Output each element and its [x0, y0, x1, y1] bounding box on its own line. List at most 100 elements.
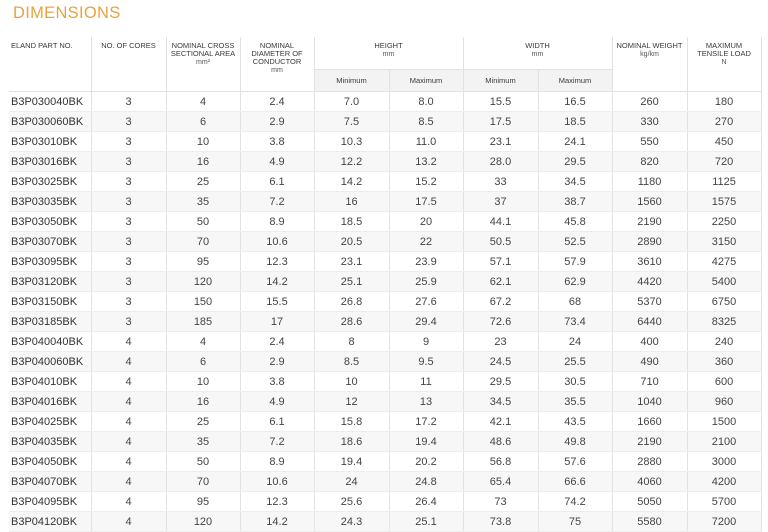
cell-width-min: 28.0 — [463, 151, 539, 172]
cell-weight: 1560 — [612, 191, 688, 212]
cell-width-max: 52.5 — [538, 231, 613, 252]
header-area: NOMINAL CROSS SECTIONAL AREA mm² — [166, 37, 241, 92]
cell-diameter: 6.1 — [240, 411, 315, 432]
cell-diameter: 15.5 — [240, 291, 315, 312]
cell-cores: 4 — [91, 431, 167, 452]
table-row: B3P04025BK 4 25 6.1 15.8 17.2 42.1 43.5 1660 1500 — [9, 411, 762, 432]
cell-tensile: 1125 — [687, 171, 762, 192]
cell-width-max: 62.9 — [538, 271, 613, 292]
cell-diameter: 12.3 — [240, 251, 315, 272]
table-row: B3P03035BK 3 35 7.2 16 17.5 37 38.7 1560 1575 — [9, 191, 762, 212]
header-height-max: Maximum — [389, 69, 464, 92]
cell-part-no: B3P03070BK — [9, 231, 92, 252]
cell-weight: 2190 — [612, 431, 688, 452]
table-row: B3P030040BK 3 4 2.4 7.0 8.0 15.5 16.5 260 180 — [9, 91, 762, 112]
table-row: B3P03025BK 3 25 6.1 14.2 15.2 33 34.5 1180 1125 — [9, 171, 762, 192]
cell-diameter: 3.8 — [240, 131, 315, 152]
cell-diameter: 4.9 — [240, 151, 315, 172]
cell-width-min: 57.1 — [463, 251, 539, 272]
table-row: B3P03010BK 3 10 3.8 10.3 11.0 23.1 24.1 550 450 — [9, 131, 762, 152]
cell-height-min: 16 — [314, 191, 390, 212]
cell-height-min: 25.6 — [314, 491, 390, 512]
cell-area: 185 — [166, 311, 241, 332]
cell-height-min: 18.5 — [314, 211, 390, 232]
cell-tensile: 2100 — [687, 431, 762, 452]
cell-width-max: 25.5 — [538, 351, 613, 372]
cell-width-max: 34.5 — [538, 171, 613, 192]
cell-tensile: 5700 — [687, 491, 762, 512]
table-row: B3P04095BK 4 95 12.3 25.6 26.4 73 74.2 5050 5700 — [9, 491, 762, 512]
cell-width-max: 75 — [538, 511, 613, 532]
header-height: HEIGHT mm — [314, 37, 464, 70]
cell-width-max: 68 — [538, 291, 613, 312]
cell-cores: 3 — [91, 251, 167, 272]
cell-width-min: 73 — [463, 491, 539, 512]
cell-tensile: 6750 — [687, 291, 762, 312]
cell-cores: 4 — [91, 411, 167, 432]
cell-height-max: 25.9 — [389, 271, 464, 292]
cell-width-max: 73.4 — [538, 311, 613, 332]
header-width-min: Minimum — [463, 69, 539, 92]
cell-cores: 3 — [91, 311, 167, 332]
table-row: B3P04010BK 4 10 3.8 10 11 29.5 30.5 710 600 — [9, 371, 762, 392]
cell-weight: 5580 — [612, 511, 688, 532]
cell-tensile: 8325 — [687, 311, 762, 332]
cell-tensile: 2250 — [687, 211, 762, 232]
cell-height-max: 9.5 — [389, 351, 464, 372]
table-row: B3P03016BK 3 16 4.9 12.2 13.2 28.0 29.5 820 720 — [9, 151, 762, 172]
cell-weight: 820 — [612, 151, 688, 172]
cell-area: 4 — [166, 331, 241, 352]
cell-diameter: 7.2 — [240, 191, 315, 212]
cell-width-max: 49.8 — [538, 431, 613, 452]
cell-part-no: B3P04025BK — [9, 411, 92, 432]
cell-part-no: B3P040040BK — [9, 331, 92, 352]
cell-tensile: 270 — [687, 111, 762, 132]
cell-height-min: 7.5 — [314, 111, 390, 132]
cell-width-min: 50.5 — [463, 231, 539, 252]
cell-part-no: B3P04070BK — [9, 471, 92, 492]
cell-height-max: 29.4 — [389, 311, 464, 332]
cell-diameter: 2.4 — [240, 331, 315, 352]
cell-diameter: 2.4 — [240, 91, 315, 112]
cell-cores: 3 — [91, 111, 167, 132]
cell-cores: 3 — [91, 91, 167, 112]
cell-part-no: B3P030060BK — [9, 111, 92, 132]
table-row: B3P04016BK 4 16 4.9 12 13 34.5 35.5 1040 960 — [9, 391, 762, 412]
cell-part-no: B3P03150BK — [9, 291, 92, 312]
dimensions-table: ELAND PART NO. NO. OF CORES NOMINAL CROS… — [9, 37, 762, 532]
cell-cores: 3 — [91, 171, 167, 192]
cell-tensile: 360 — [687, 351, 762, 372]
cell-height-min: 25.1 — [314, 271, 390, 292]
cell-area: 70 — [166, 471, 241, 492]
cell-part-no: B3P03050BK — [9, 211, 92, 232]
cell-tensile: 4275 — [687, 251, 762, 272]
cell-diameter: 2.9 — [240, 351, 315, 372]
cell-area: 25 — [166, 411, 241, 432]
cell-area: 4 — [166, 91, 241, 112]
cell-height-max: 22 — [389, 231, 464, 252]
cell-diameter: 10.6 — [240, 471, 315, 492]
cell-weight: 4060 — [612, 471, 688, 492]
cell-tensile: 600 — [687, 371, 762, 392]
cell-width-max: 57.6 — [538, 451, 613, 472]
cell-cores: 3 — [91, 231, 167, 252]
cell-height-min: 8 — [314, 331, 390, 352]
cell-weight: 2190 — [612, 211, 688, 232]
cell-part-no: B3P03016BK — [9, 151, 92, 172]
cell-part-no: B3P03025BK — [9, 171, 92, 192]
cell-height-min: 7.0 — [314, 91, 390, 112]
cell-part-no: B3P03095BK — [9, 251, 92, 272]
cell-width-max: 35.5 — [538, 391, 613, 412]
cell-weight: 490 — [612, 351, 688, 372]
cell-cores: 4 — [91, 391, 167, 412]
table-row: B3P03095BK 3 95 12.3 23.1 23.9 57.1 57.9 3610 427… — [9, 251, 762, 272]
cell-part-no: B3P03185BK — [9, 311, 92, 332]
table-row: B3P03150BK 3 150 15.5 26.8 27.6 67.2 68 5370 6750 — [9, 291, 762, 312]
cell-area: 70 — [166, 231, 241, 252]
table-row: B3P04120BK 4 120 14.2 24.3 25.1 73.8 75 5580 7200 — [9, 511, 762, 532]
cell-width-min: 34.5 — [463, 391, 539, 412]
cell-width-min: 48.6 — [463, 431, 539, 452]
cell-tensile: 7200 — [687, 511, 762, 532]
cell-part-no: B3P030040BK — [9, 91, 92, 112]
cell-part-no: B3P04035BK — [9, 431, 92, 452]
